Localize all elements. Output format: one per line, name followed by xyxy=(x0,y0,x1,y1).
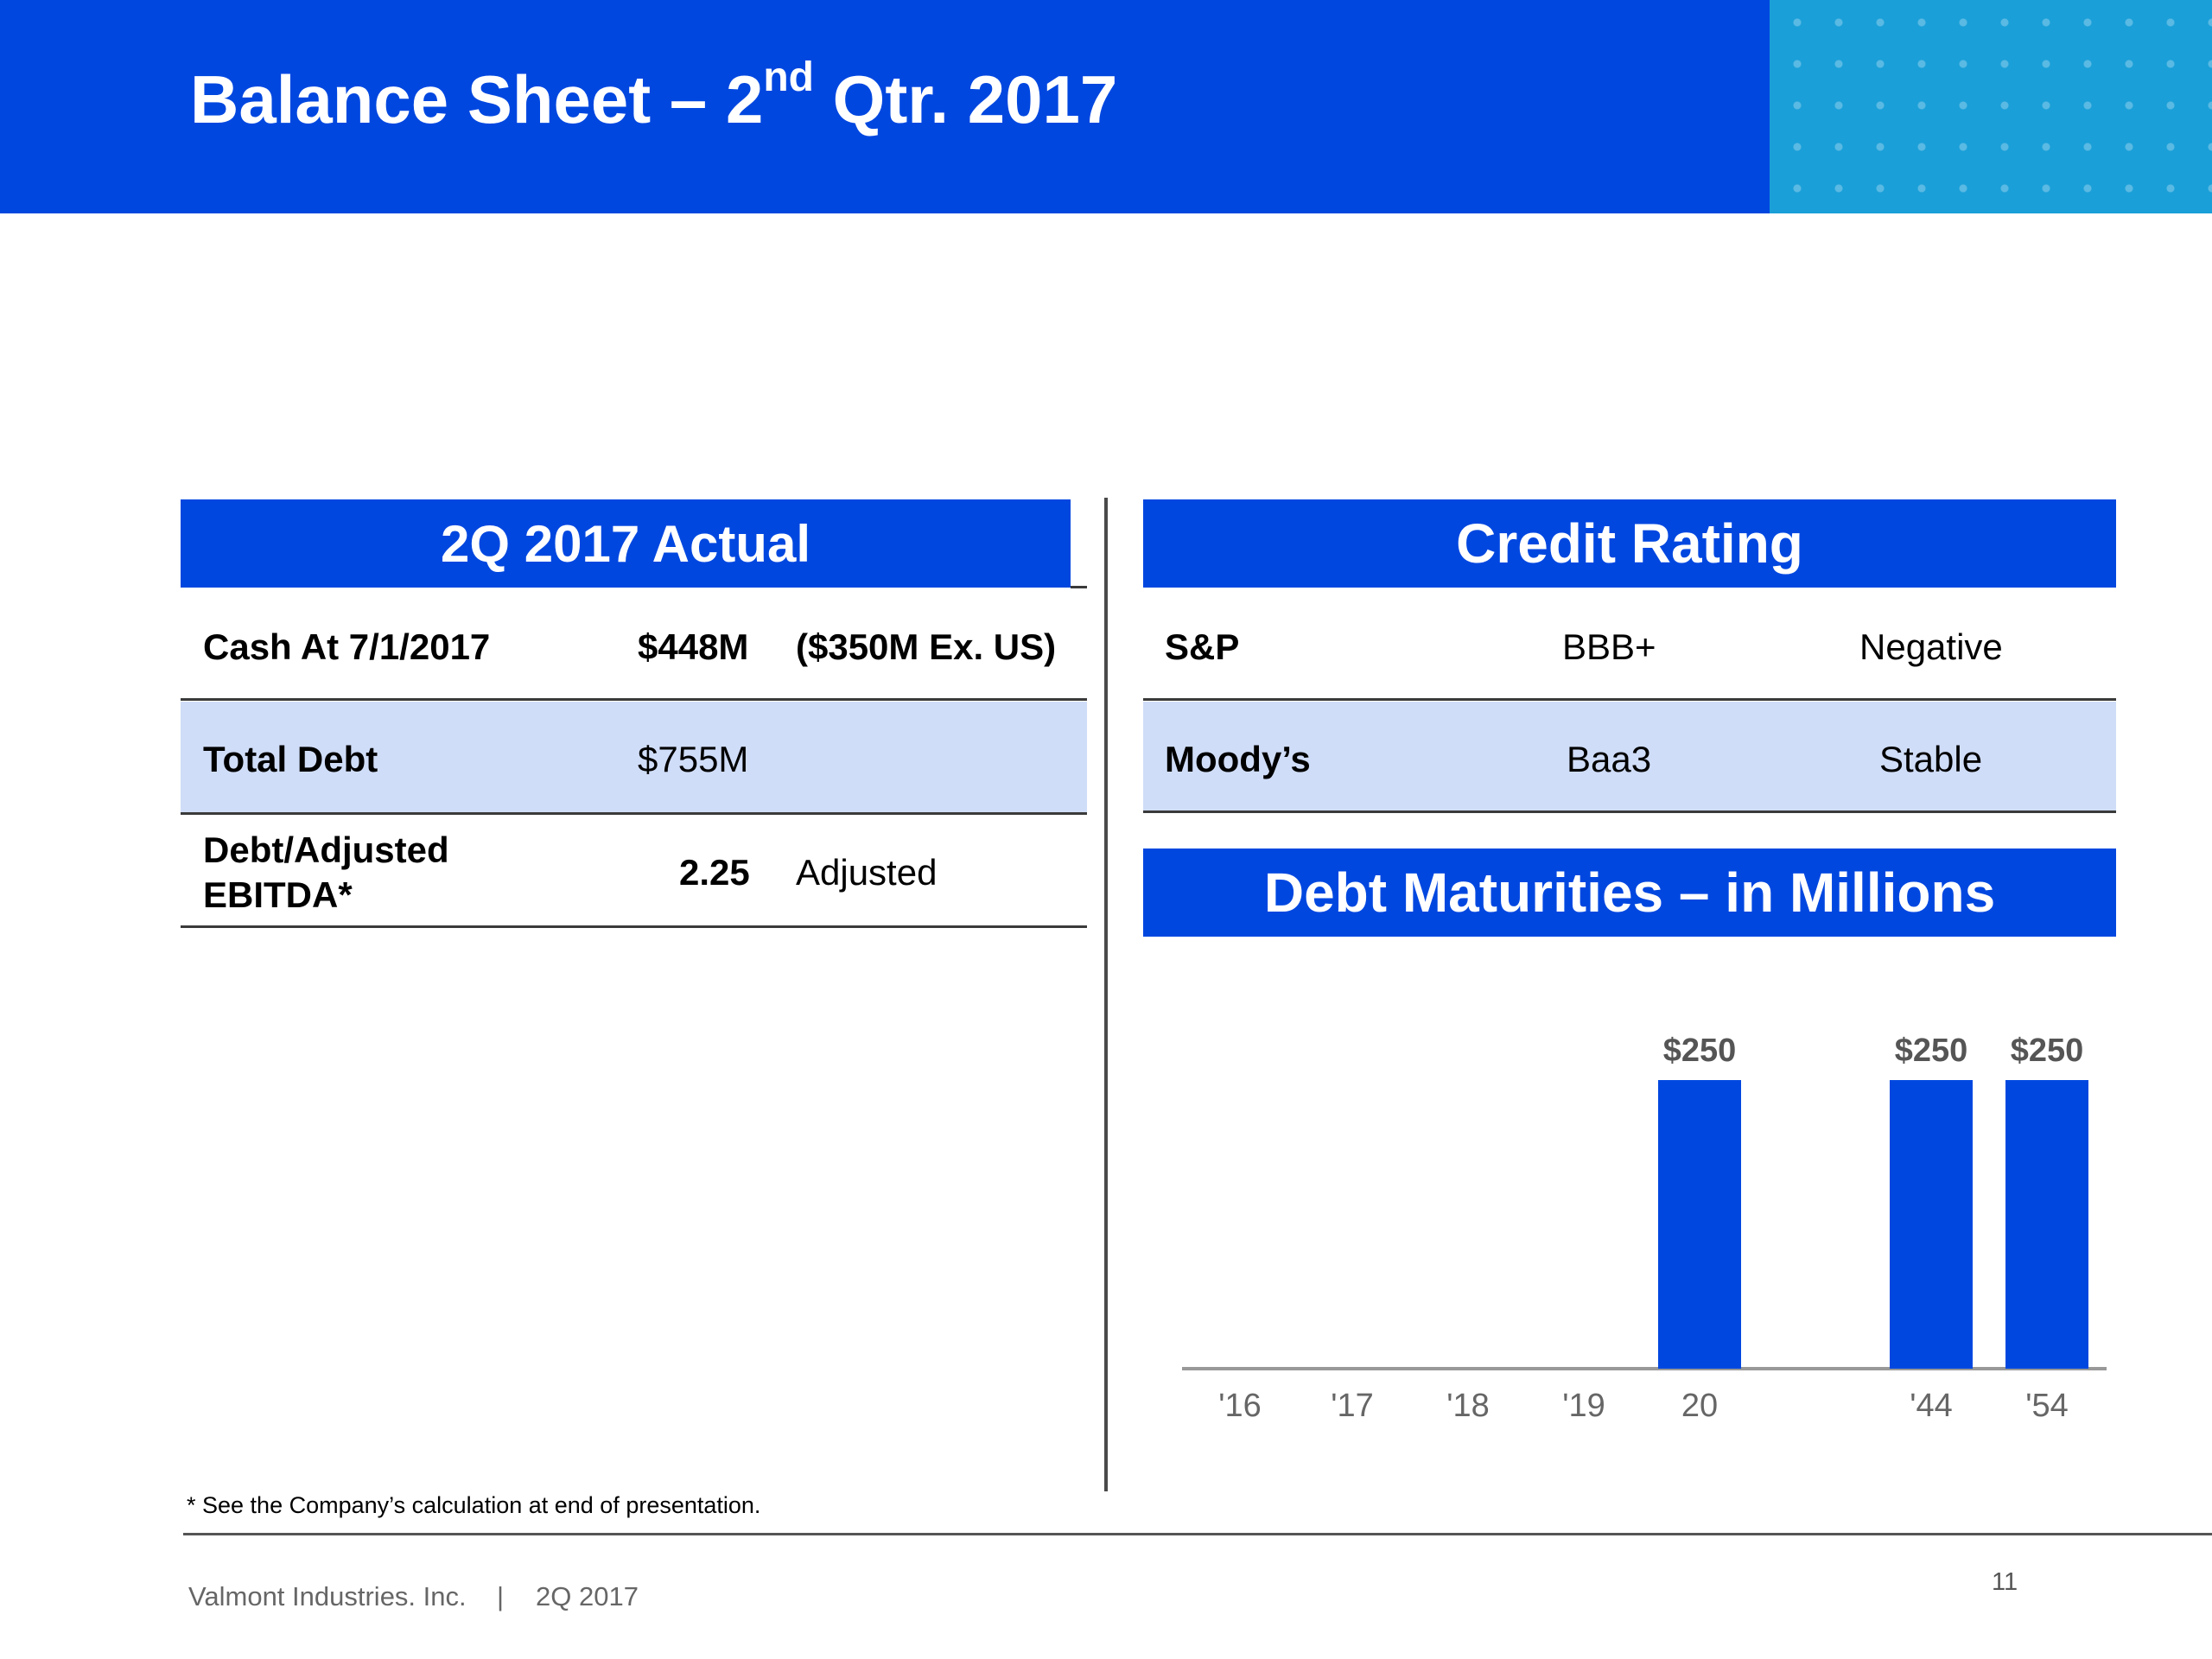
tick-label-17: '17 xyxy=(1331,1388,1374,1424)
bar-54 xyxy=(2005,1080,2088,1369)
moodys-agency: Moody’s xyxy=(1165,739,1311,779)
footer-quarter: 2Q 2017 xyxy=(536,1581,639,1611)
panel-divider xyxy=(1104,498,1108,1491)
row-shade-moodys xyxy=(1143,702,2116,812)
sp-agency: S&P xyxy=(1165,626,1240,667)
bar-20 xyxy=(1658,1080,1741,1369)
row-divider xyxy=(181,812,1087,815)
tick-label-44: '44 xyxy=(1910,1388,1953,1424)
cash-value: $448M xyxy=(638,626,749,667)
tick-label-20: 20 xyxy=(1681,1388,1718,1424)
data-label-20: $250 xyxy=(1663,1033,1737,1069)
tick-label-54: '54 xyxy=(2025,1388,2069,1424)
footer-rule xyxy=(183,1533,2212,1535)
row-divider xyxy=(181,925,1087,928)
row-shade-total-debt xyxy=(181,702,1087,812)
row-divider xyxy=(1143,810,2116,813)
bar-44 xyxy=(1890,1080,1973,1369)
debt-maturities-chart: '16 '17 '18 '19 $250 20 $250 '44 $250 '54 xyxy=(1175,994,2108,1443)
sp-outlook: Negative xyxy=(1859,626,2003,667)
footnote: * See the Company’s calculation at end o… xyxy=(187,1492,761,1518)
cash-label: Cash At 7/1/2017 xyxy=(203,626,491,667)
tick-label-19: '19 xyxy=(1562,1388,1605,1424)
debt-ebitda-value: 2.25 xyxy=(679,852,750,893)
actual-panel-header: 2Q 2017 Actual xyxy=(181,499,1071,588)
data-label-54: $250 xyxy=(2011,1033,2084,1069)
dot-pattern-decoration xyxy=(1770,0,2212,213)
header-underline xyxy=(1071,586,1087,588)
cash-note: ($350M Ex. US) xyxy=(796,626,1057,667)
debt-ebitda-label-line2: EBITDA* xyxy=(203,874,353,915)
row-divider xyxy=(181,698,1087,701)
debt-ebitda-note: Adjusted xyxy=(796,852,938,893)
moodys-outlook: Stable xyxy=(1879,739,1983,779)
moodys-rating: Baa3 xyxy=(1567,739,1652,779)
page-title: Balance Sheet – 2nd Qtr. 2017 xyxy=(190,54,1118,137)
footer-company: Valmont Industries. Inc. xyxy=(188,1581,467,1611)
total-debt-value: $755M xyxy=(638,739,749,779)
sp-rating: BBB+ xyxy=(1562,626,1656,667)
row-divider xyxy=(1143,698,2116,701)
debt-ebitda-label-line1: Debt/Adjusted xyxy=(203,830,449,870)
tick-label-16: '16 xyxy=(1218,1388,1262,1424)
debt-maturities-chart-svg: '16 '17 '18 '19 $250 20 $250 '44 $250 '54 xyxy=(1182,1033,2107,1424)
tick-label-18: '18 xyxy=(1446,1388,1490,1424)
data-label-44: $250 xyxy=(1895,1033,1968,1069)
page-number: 11 xyxy=(1992,1568,2018,1596)
footer-separator: | xyxy=(497,1581,505,1611)
total-debt-label: Total Debt xyxy=(203,739,378,779)
debt-maturities-header: Debt Maturities – in Millions xyxy=(1143,849,2116,937)
credit-rating-header: Credit Rating xyxy=(1143,499,2116,588)
